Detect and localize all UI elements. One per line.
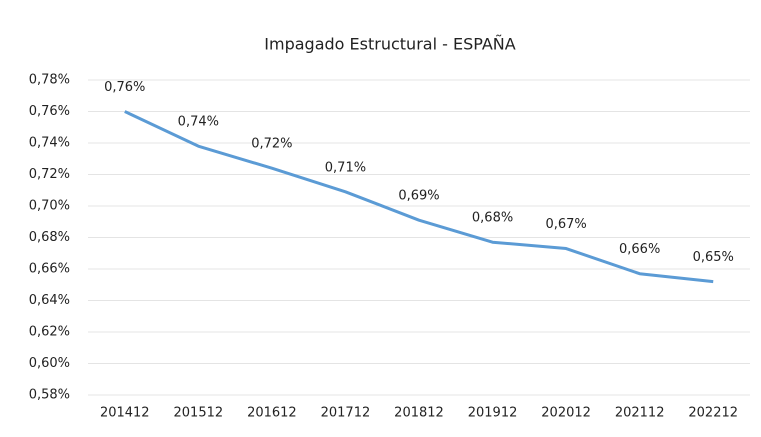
data-label: 0,71% bbox=[325, 160, 366, 175]
x-tick-label: 201612 bbox=[247, 406, 297, 421]
chart-title: Impagado Estructural - ESPAÑA bbox=[264, 35, 515, 54]
x-tick-label: 202112 bbox=[615, 406, 665, 421]
x-tick-label: 201712 bbox=[321, 406, 371, 421]
y-tick-label: 0,62% bbox=[29, 325, 70, 340]
y-tick-label: 0,66% bbox=[29, 262, 70, 277]
x-tick-label: 202012 bbox=[541, 406, 591, 421]
y-tick-label: 0,58% bbox=[29, 388, 70, 403]
data-label: 0,72% bbox=[251, 137, 292, 152]
y-tick-label: 0,78% bbox=[29, 73, 70, 88]
x-tick-label: 202212 bbox=[688, 406, 738, 421]
y-tick-label: 0,60% bbox=[29, 356, 70, 371]
x-tick-label: 201812 bbox=[394, 406, 444, 421]
y-tick-label: 0,70% bbox=[29, 199, 70, 214]
data-label: 0,76% bbox=[104, 80, 145, 95]
data-label: 0,67% bbox=[545, 217, 586, 232]
data-label: 0,68% bbox=[472, 211, 513, 226]
data-label: 0,66% bbox=[619, 242, 660, 257]
data-label: 0,69% bbox=[398, 189, 439, 204]
y-tick-label: 0,64% bbox=[29, 293, 70, 308]
data-label: 0,65% bbox=[693, 250, 734, 265]
x-tick-label: 201912 bbox=[468, 406, 518, 421]
x-tick-label: 201412 bbox=[100, 406, 150, 421]
data-label: 0,74% bbox=[178, 115, 219, 130]
y-tick-label: 0,74% bbox=[29, 136, 70, 151]
y-tick-label: 0,72% bbox=[29, 167, 70, 182]
y-tick-label: 0,76% bbox=[29, 104, 70, 119]
data-line bbox=[124, 110, 714, 284]
y-tick-label: 0,68% bbox=[29, 230, 70, 245]
x-tick-label: 201512 bbox=[174, 406, 224, 421]
